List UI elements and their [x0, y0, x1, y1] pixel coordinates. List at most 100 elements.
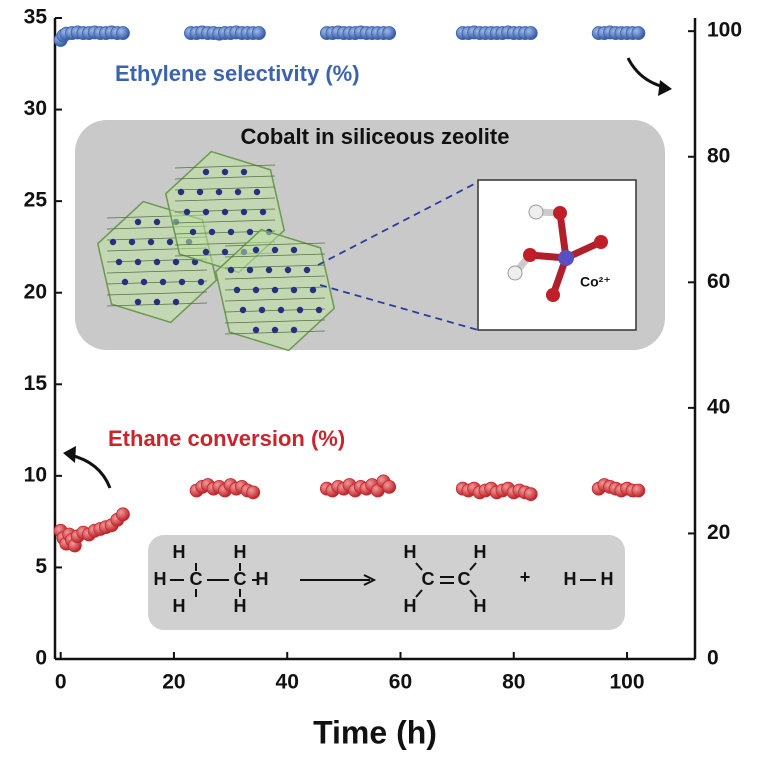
point [246, 485, 261, 500]
crystal-dot [166, 238, 174, 246]
crystal-dot [303, 266, 311, 274]
arrow-head [658, 80, 672, 96]
crystal-dot [252, 246, 260, 254]
series-label: Ethane conversion (%) [108, 426, 345, 451]
y-tick-label: 5 [35, 555, 47, 578]
y-tick-label: 25 [24, 189, 48, 212]
crystal-dot [240, 168, 248, 176]
crystal-dot [153, 298, 161, 306]
crystal-dot [183, 208, 191, 216]
atom: H [404, 542, 417, 562]
crystal-dot [233, 286, 241, 294]
crystal-dot [315, 306, 323, 314]
y-tick-label: 30 [24, 97, 47, 120]
crystal-dot [178, 278, 186, 286]
points [53, 25, 646, 553]
atom: C [234, 569, 247, 589]
crystal-dot [215, 188, 223, 196]
crystal-dot [153, 218, 161, 226]
series-label: Ethylene selectivity (%) [115, 61, 360, 86]
point [382, 26, 397, 40]
y-tick-label: 0 [35, 647, 47, 670]
crystal-dot [252, 286, 260, 294]
atom: C [190, 569, 203, 589]
crystal-dot [159, 278, 167, 286]
crystal-dot [258, 306, 266, 314]
crystal-dot [196, 188, 204, 196]
atom: H [256, 569, 269, 589]
point [116, 507, 130, 522]
crystal-dot [115, 258, 123, 266]
crystal-dot [221, 248, 229, 256]
crystal-dot [290, 246, 298, 254]
y2-tick-label: 60 [707, 270, 730, 293]
crystal-dot [202, 208, 210, 216]
y2-tick-label: 40 [707, 395, 730, 418]
x-tick-label: 20 [162, 671, 185, 694]
atom: H [234, 542, 247, 562]
zeolite-crystals [96, 150, 336, 352]
y-tick-label: 20 [24, 280, 47, 303]
point [116, 26, 130, 40]
crystal-dot [227, 266, 235, 274]
atom: H [601, 569, 614, 589]
crystal-dot [221, 168, 229, 176]
bonds [170, 562, 596, 598]
crystal-dot [296, 306, 304, 314]
crystal-line [174, 175, 276, 180]
crystal-line [224, 242, 326, 247]
crystal-line [224, 275, 326, 280]
x-axis-title: Time (h) [313, 714, 437, 750]
crystal-dot [252, 326, 260, 334]
inset-title: Cobalt in siliceous zeolite [241, 124, 510, 149]
atom: + [520, 567, 531, 587]
crystal-line [174, 219, 276, 224]
crystal-dot [277, 306, 285, 314]
insets: Cobalt in siliceous zeolite Co²⁺ H HH C C HH… [75, 120, 665, 630]
crystal-dot [140, 278, 148, 286]
molecule [507, 204, 608, 302]
crystal-dot [239, 306, 247, 314]
zoom-line [317, 181, 479, 266]
crystal-dot [134, 218, 142, 226]
crystal-dot [134, 258, 142, 266]
arrow-head [63, 446, 76, 463]
y2-tick-label: 80 [707, 144, 730, 167]
crystal-line [224, 297, 326, 302]
crystal-dot [253, 188, 261, 196]
y2-tick-label: 100 [707, 19, 742, 42]
crystal-line [224, 264, 326, 269]
crystal-dot [259, 208, 267, 216]
crystal-line [174, 186, 276, 191]
atom: H [474, 542, 487, 562]
reaction-panel [148, 535, 625, 630]
point [382, 479, 397, 494]
atom: H [474, 596, 487, 616]
y2-tick-label: 0 [707, 647, 719, 670]
arrow [69, 453, 112, 489]
y-tick-label: 35 [24, 6, 48, 29]
atom: H [154, 569, 167, 589]
crystal-dot [109, 238, 117, 246]
crystal-dot [153, 258, 161, 266]
crystal-dot [265, 266, 273, 274]
crystal-dot [202, 248, 210, 256]
point [523, 26, 538, 40]
crystal-dot [284, 266, 292, 274]
ion-label: Co²⁺ [580, 274, 611, 290]
crystal-line [224, 253, 326, 258]
atom: C [422, 569, 435, 589]
crystal-dot [177, 188, 185, 196]
y2-tick-label: 20 [707, 521, 730, 544]
crystal-dot [240, 208, 248, 216]
crystal-dot [128, 238, 136, 246]
point [631, 483, 646, 498]
crystal-dot [202, 168, 210, 176]
crystal-dot [147, 238, 155, 246]
x-tick-label: 60 [389, 671, 412, 694]
crystal-dot [290, 326, 298, 334]
crystal-dot [246, 228, 254, 236]
crystal-dot [271, 246, 279, 254]
crystal-line [174, 164, 276, 169]
